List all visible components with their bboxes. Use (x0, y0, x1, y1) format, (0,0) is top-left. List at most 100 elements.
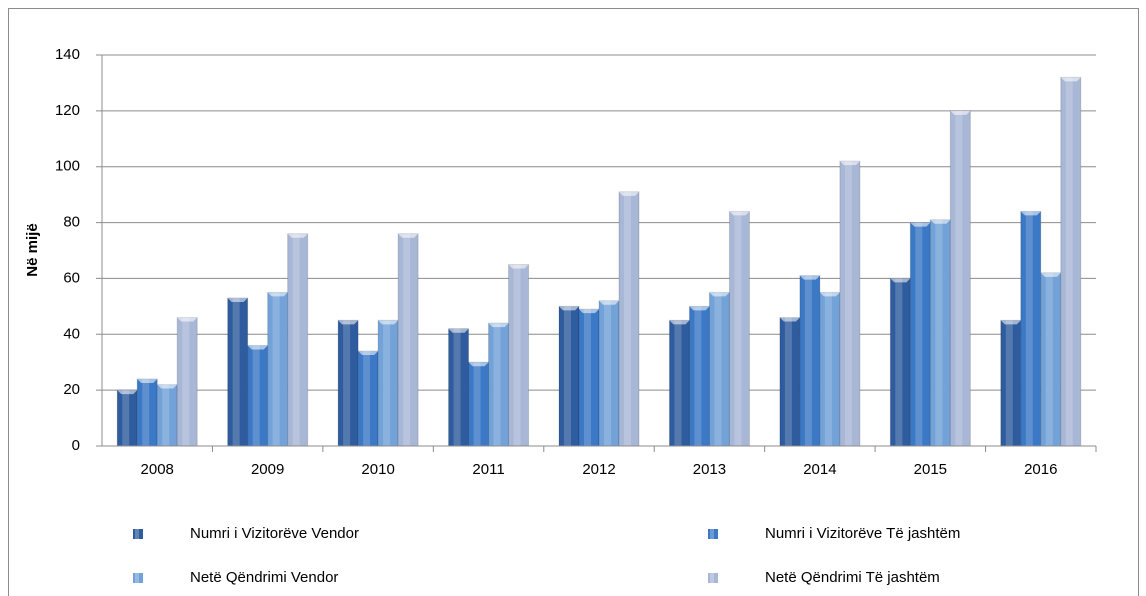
y-tick-label: 0 (72, 437, 80, 454)
bar-highlight (915, 222, 923, 446)
bar-highlight (844, 161, 852, 446)
bar-cap (117, 390, 138, 395)
bar-cap (599, 300, 619, 305)
bar-highlight (564, 306, 571, 446)
x-tick-label: 2016 (1024, 461, 1057, 478)
bar-cap (177, 317, 198, 322)
bar-cap (227, 297, 248, 302)
bar-highlight (1005, 320, 1013, 446)
bar-cap (267, 292, 288, 297)
legend-swatch-highlight (135, 529, 139, 539)
bar-cap (890, 278, 911, 283)
legend-swatch (708, 573, 718, 583)
legend-label: Netë Qëndrimi Vendor (190, 569, 338, 586)
bar-highlight (604, 300, 611, 446)
bar-cap (137, 378, 158, 383)
legend-label: Numri i Vizitorëve Vendor (190, 525, 359, 542)
x-tick-label: 2013 (693, 461, 726, 478)
legend-swatch-highlight (710, 529, 714, 539)
y-tick-label: 40 (63, 325, 80, 342)
bar-cap (287, 233, 308, 238)
legend-label: Numri i Vizitorëve Të jashtëm (765, 525, 960, 542)
bar-cap (488, 323, 509, 328)
bar-cap (1000, 320, 1021, 325)
bar-cap (799, 275, 820, 280)
bar-highlight (784, 317, 792, 446)
x-tick-label: 2012 (582, 461, 615, 478)
bar-cap (839, 161, 860, 166)
bar-highlight (824, 292, 832, 446)
bar-cap (729, 211, 750, 216)
y-tick-label: 120 (55, 102, 80, 119)
x-tick-label: 2014 (803, 461, 836, 478)
bar-highlight (1025, 211, 1033, 446)
bar-highlight (473, 362, 481, 446)
bar-cap (448, 328, 469, 333)
bar-highlight (935, 219, 943, 446)
x-tick-label: 2015 (914, 461, 947, 478)
bar-highlight (955, 110, 963, 446)
x-tick-label: 2010 (361, 461, 394, 478)
bar-highlight (714, 292, 722, 446)
bar-highlight (292, 233, 300, 446)
bar-highlight (272, 292, 280, 446)
bar-highlight (343, 320, 351, 446)
bar-cap (378, 320, 399, 325)
bar-highlight (513, 264, 521, 446)
bar-highlight (403, 233, 411, 446)
bar-highlight (363, 351, 371, 446)
bar-highlight (142, 378, 150, 446)
bar-highlight (734, 211, 742, 446)
bar-highlight (162, 384, 170, 446)
bar-highlight (584, 309, 591, 446)
bar-cap (779, 317, 800, 322)
bar-cap (1020, 211, 1041, 216)
x-tick-label: 2011 (472, 461, 504, 478)
bar-cap (689, 306, 710, 311)
legend-label: Netë Qëndrimi Të jashtëm (765, 569, 940, 586)
bar-highlight (182, 317, 190, 446)
bar-cap (619, 191, 639, 196)
bar-cap (1060, 77, 1081, 82)
bar-cap (950, 110, 971, 115)
bar-highlight (694, 306, 702, 446)
bar-cap (468, 362, 489, 367)
bar-cap (579, 309, 599, 314)
bar-highlight (804, 275, 812, 446)
bar-cap (157, 384, 178, 389)
bar-cap (358, 351, 379, 356)
legend-swatch (133, 573, 143, 583)
bar-cap (1040, 272, 1061, 277)
bar-highlight (895, 278, 903, 446)
bar-cap (508, 264, 529, 269)
bar-cap (669, 320, 690, 325)
bar-highlight (1065, 77, 1073, 446)
bar-highlight (674, 320, 682, 446)
bar-highlight (624, 191, 631, 446)
bar-highlight (232, 297, 240, 446)
bar-highlight (122, 390, 130, 446)
y-axis-label: Në mijë (24, 223, 41, 276)
bar-highlight (383, 320, 391, 446)
y-tick-label: 100 (55, 158, 80, 175)
legend-swatch (133, 529, 143, 539)
bar-highlight (493, 323, 501, 446)
y-tick-label: 80 (63, 214, 80, 231)
bar-cap (338, 320, 359, 325)
bar-highlight (252, 345, 260, 446)
y-tick-label: 140 (55, 46, 80, 63)
bar-cap (247, 345, 268, 350)
bar-cap (930, 219, 951, 224)
x-tick-label: 2009 (251, 461, 284, 478)
bar-highlight (453, 328, 461, 446)
y-tick-label: 20 (63, 381, 80, 398)
y-tick-label: 60 (63, 269, 80, 286)
bar-cap (709, 292, 730, 297)
bar-cap (910, 222, 931, 227)
bar-cap (398, 233, 419, 238)
bar-cap (559, 306, 579, 311)
x-tick-label: 2008 (141, 461, 174, 478)
legend-swatch (708, 529, 718, 539)
legend-swatch-highlight (135, 573, 139, 583)
